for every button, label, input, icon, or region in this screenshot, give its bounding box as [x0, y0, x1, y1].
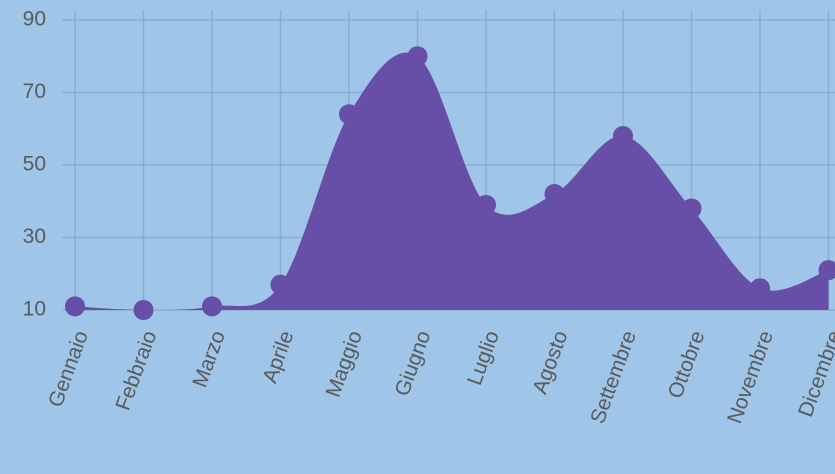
- point: [818, 260, 835, 281]
- point: [133, 300, 154, 320]
- area: [75, 52, 829, 311]
- x-tick-label: Giugno: [391, 328, 436, 400]
- x-tick-label: Aprile: [258, 328, 298, 386]
- x-tick-label: Gennaio: [44, 328, 93, 410]
- x-tick-label: Settembre: [586, 328, 641, 427]
- point: [476, 194, 496, 215]
- point: [750, 278, 770, 299]
- y-tick-label: 70: [23, 80, 46, 103]
- x-tick-label: Agosto: [528, 328, 572, 397]
- y-tick-label: 90: [23, 8, 46, 31]
- point: [407, 46, 428, 67]
- x-tick-label: Marzo: [188, 328, 230, 391]
- y-tick-label: 30: [23, 225, 46, 248]
- x-tick-label: Maggio: [322, 328, 367, 401]
- y-tick-label: 10: [23, 298, 46, 321]
- point: [65, 296, 85, 317]
- y-tick-label: 50: [23, 153, 46, 176]
- x-tick-label: Novembre: [723, 328, 778, 427]
- point: [202, 296, 222, 317]
- x-tick-label: Dicembre: [794, 328, 835, 420]
- point: [681, 198, 702, 219]
- point: [339, 104, 359, 125]
- point: [270, 274, 291, 295]
- x-tick-label: Luglio: [463, 328, 504, 389]
- point: [613, 126, 633, 146]
- x-tick-label: Febbraio: [111, 328, 161, 414]
- point: [544, 184, 565, 204]
- x-tick-label: Ottobre: [664, 328, 710, 402]
